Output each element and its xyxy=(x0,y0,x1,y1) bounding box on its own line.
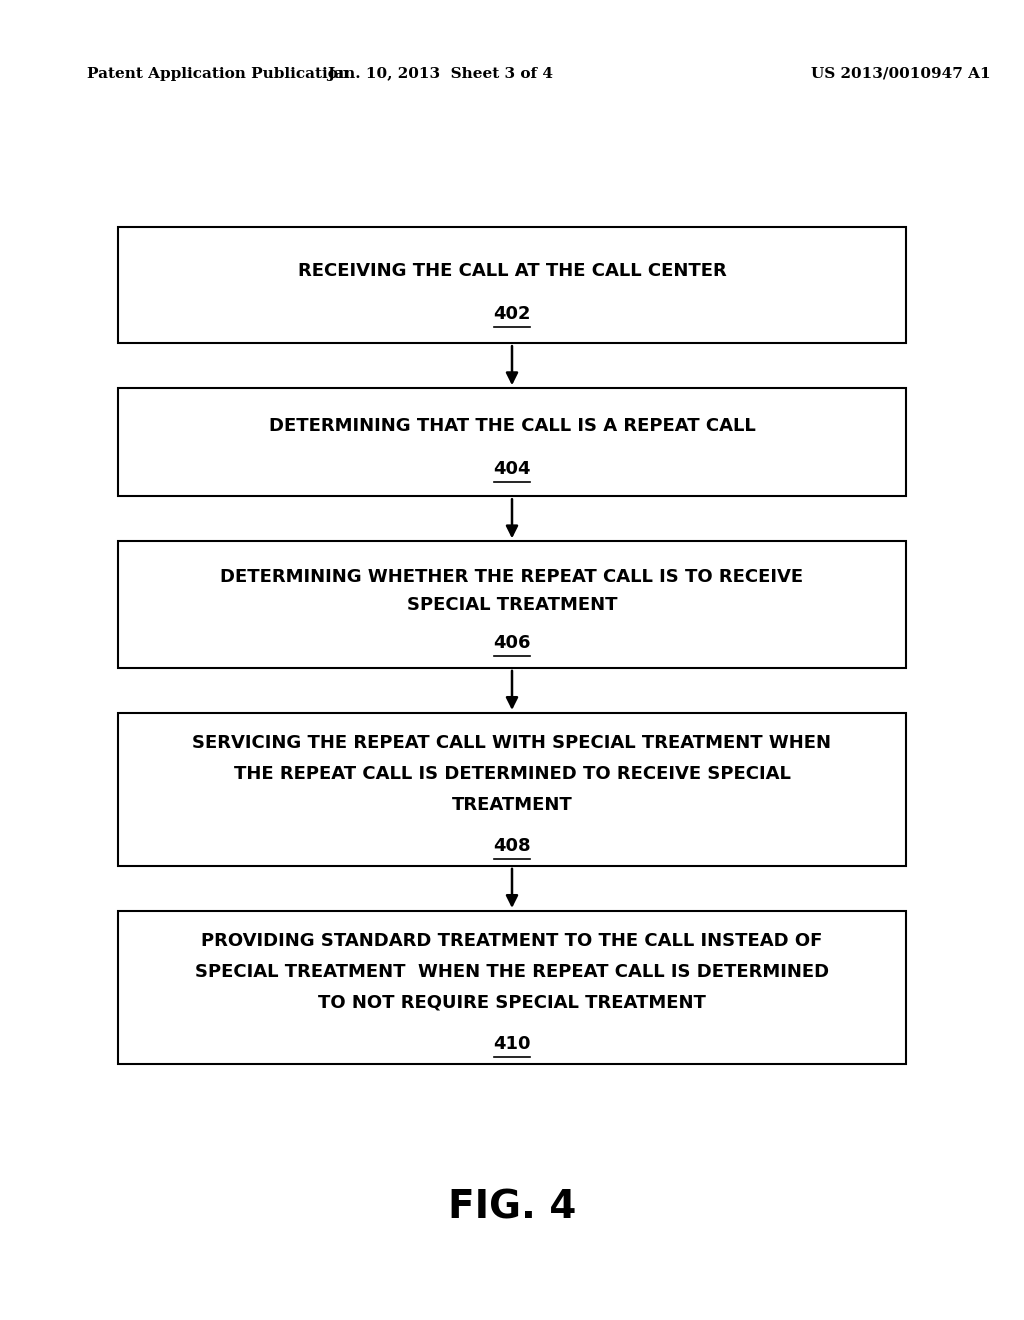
Text: TO NOT REQUIRE SPECIAL TREATMENT: TO NOT REQUIRE SPECIAL TREATMENT xyxy=(318,994,706,1011)
Text: 406: 406 xyxy=(494,634,530,652)
Text: DETERMINING WHETHER THE REPEAT CALL IS TO RECEIVE: DETERMINING WHETHER THE REPEAT CALL IS T… xyxy=(220,568,804,586)
Text: 402: 402 xyxy=(494,305,530,323)
Text: Jan. 10, 2013  Sheet 3 of 4: Jan. 10, 2013 Sheet 3 of 4 xyxy=(328,67,553,81)
Text: TREATMENT: TREATMENT xyxy=(452,796,572,813)
Text: DETERMINING THAT THE CALL IS A REPEAT CALL: DETERMINING THAT THE CALL IS A REPEAT CA… xyxy=(268,417,756,436)
Text: RECEIVING THE CALL AT THE CALL CENTER: RECEIVING THE CALL AT THE CALL CENTER xyxy=(298,263,726,280)
Text: SPECIAL TREATMENT: SPECIAL TREATMENT xyxy=(407,595,617,614)
FancyBboxPatch shape xyxy=(118,388,906,496)
FancyBboxPatch shape xyxy=(118,227,906,343)
FancyBboxPatch shape xyxy=(118,911,906,1064)
Text: 408: 408 xyxy=(494,837,530,855)
Text: SERVICING THE REPEAT CALL WITH SPECIAL TREATMENT WHEN: SERVICING THE REPEAT CALL WITH SPECIAL T… xyxy=(193,734,831,752)
Text: PROVIDING STANDARD TREATMENT TO THE CALL INSTEAD OF: PROVIDING STANDARD TREATMENT TO THE CALL… xyxy=(202,932,822,950)
Text: 410: 410 xyxy=(494,1035,530,1053)
FancyBboxPatch shape xyxy=(118,713,906,866)
Text: 404: 404 xyxy=(494,461,530,478)
Text: US 2013/0010947 A1: US 2013/0010947 A1 xyxy=(811,67,991,81)
Text: THE REPEAT CALL IS DETERMINED TO RECEIVE SPECIAL: THE REPEAT CALL IS DETERMINED TO RECEIVE… xyxy=(233,766,791,783)
FancyBboxPatch shape xyxy=(118,541,906,668)
Text: Patent Application Publication: Patent Application Publication xyxy=(87,67,349,81)
Text: FIG. 4: FIG. 4 xyxy=(447,1189,577,1226)
Text: SPECIAL TREATMENT  WHEN THE REPEAT CALL IS DETERMINED: SPECIAL TREATMENT WHEN THE REPEAT CALL I… xyxy=(195,964,829,981)
